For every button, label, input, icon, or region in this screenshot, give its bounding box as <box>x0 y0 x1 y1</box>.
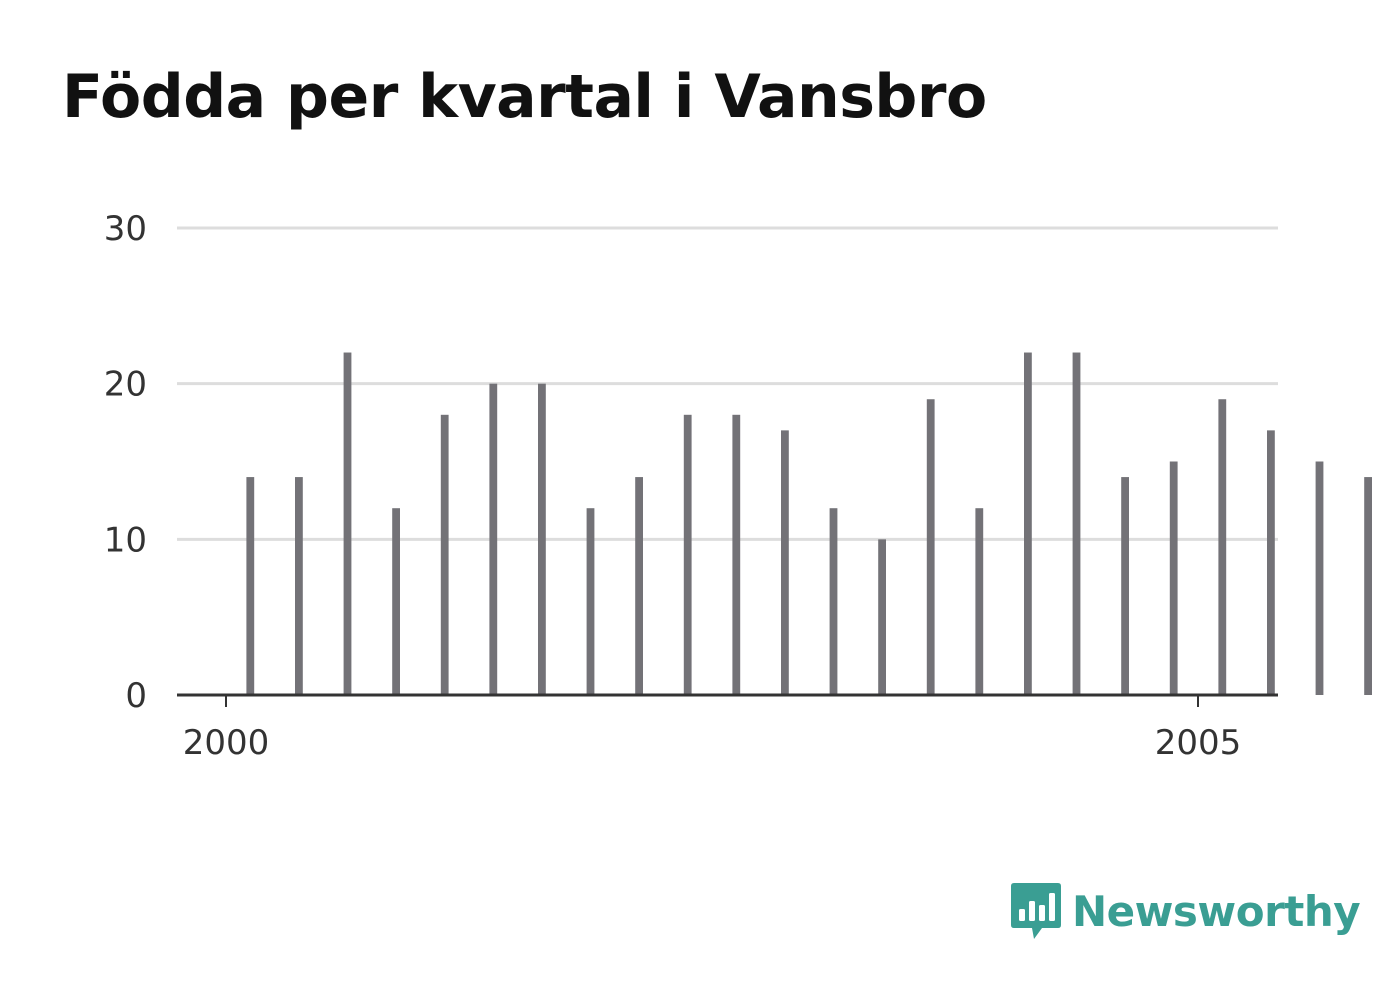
bar <box>1072 352 1081 695</box>
bar <box>1267 430 1275 695</box>
bar <box>489 383 498 695</box>
y-tick-label: 30 <box>104 209 147 249</box>
bar <box>635 477 643 695</box>
bar <box>343 352 352 695</box>
y-tick-label: 10 <box>104 520 147 560</box>
newsworthy-logo: Newsworthy <box>1010 880 1361 942</box>
bar <box>538 383 546 695</box>
y-tick-label: 20 <box>104 365 147 405</box>
bar <box>440 414 449 695</box>
bar <box>586 508 595 695</box>
x-tick-label: 2005 <box>1155 723 1242 763</box>
bar <box>878 539 886 695</box>
bars <box>246 352 1372 695</box>
bar <box>683 414 692 695</box>
axes <box>177 693 1278 707</box>
brand-name: Newsworthy <box>1072 886 1361 936</box>
bar <box>1024 352 1032 695</box>
bar <box>1364 477 1372 695</box>
gridlines <box>177 226 1278 541</box>
bar <box>781 430 789 695</box>
bar <box>246 477 255 695</box>
bar <box>1218 399 1227 695</box>
bar <box>1169 461 1178 695</box>
x-tick-label: 2000 <box>183 723 270 763</box>
labels: 010203017200020052010201520202025 <box>104 209 1242 763</box>
chart-title: Födda per kvartal i Vansbro <box>62 62 987 132</box>
newsworthy-logo-icon <box>1011 883 1061 939</box>
bar <box>926 399 935 695</box>
bar <box>1315 461 1324 695</box>
bar <box>1121 477 1129 695</box>
bar <box>392 508 400 695</box>
bar <box>829 508 838 695</box>
bar <box>975 508 984 695</box>
y-tick-label: 0 <box>125 676 147 716</box>
bar <box>732 414 741 695</box>
bar <box>295 477 303 695</box>
